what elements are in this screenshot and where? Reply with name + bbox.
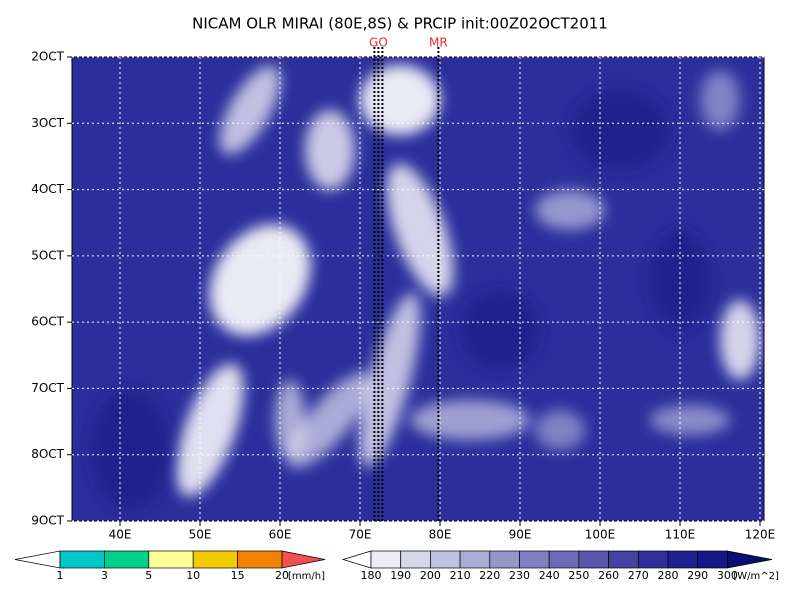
x-tick-label: 50E bbox=[189, 528, 212, 542]
x-tick-label: 40E bbox=[109, 528, 132, 542]
colorbar-end bbox=[14, 550, 61, 569]
colorbar-box bbox=[519, 550, 550, 569]
colorbar-unit: [W/m^2] bbox=[733, 571, 779, 582]
y-tick-label: 6OCT bbox=[31, 315, 64, 329]
colorbar-label: 10 bbox=[186, 569, 200, 582]
colorbar-box bbox=[192, 550, 238, 569]
colorbar-label: 180 bbox=[361, 569, 382, 582]
colorbar-box bbox=[59, 550, 105, 569]
y-tick-label: 4OCT bbox=[31, 182, 64, 196]
colorbar-box bbox=[697, 550, 728, 569]
colorbar-box bbox=[400, 550, 431, 569]
x-tick-label: 120E bbox=[745, 528, 776, 542]
colorbar-label: 280 bbox=[658, 569, 679, 582]
colorbar-box bbox=[430, 550, 461, 569]
colorbar-label: 210 bbox=[450, 569, 471, 582]
x-tick-label: 70E bbox=[349, 528, 372, 542]
colorbar-label: 15 bbox=[231, 569, 245, 582]
y-tick-label: 8OCT bbox=[31, 447, 64, 461]
colorbar-label: 290 bbox=[687, 569, 708, 582]
y-tick-label: 2OCT bbox=[31, 50, 64, 64]
colorbar-label: 20 bbox=[275, 569, 289, 582]
colorbar-label: 250 bbox=[568, 569, 589, 582]
marker-label: MR bbox=[429, 36, 448, 50]
y-tick-label: 5OCT bbox=[31, 248, 64, 262]
y-tick-label: 7OCT bbox=[31, 381, 64, 395]
colorbar-label: 260 bbox=[598, 569, 619, 582]
colorbar-box bbox=[459, 550, 491, 569]
colorbar-label: 5 bbox=[145, 569, 152, 582]
colorbar-box bbox=[370, 550, 402, 569]
x-tick-label: 110E bbox=[665, 528, 696, 542]
colorbar-unit: [mm/h] bbox=[288, 571, 325, 582]
y-tick-label: 9OCT bbox=[31, 514, 64, 528]
y-tick-label: 3OCT bbox=[31, 116, 64, 130]
colorbar-box bbox=[548, 550, 580, 569]
colorbar-box bbox=[608, 550, 639, 569]
colorbar-label: 240 bbox=[539, 569, 560, 582]
colorbar-box bbox=[104, 550, 150, 569]
colorbar-label: 220 bbox=[479, 569, 500, 582]
colorbar-label: 200 bbox=[420, 569, 441, 582]
x-tick-label: 60E bbox=[269, 528, 292, 542]
colorbar-label: 190 bbox=[390, 569, 411, 582]
colorbar-box bbox=[489, 550, 520, 569]
colorbar-box bbox=[667, 550, 699, 569]
field bbox=[72, 57, 764, 521]
x-tick-label: 100E bbox=[585, 528, 616, 542]
colorbar-end bbox=[281, 550, 326, 569]
colorbar-label: 3 bbox=[101, 569, 108, 582]
x-tick-label: 80E bbox=[429, 528, 452, 542]
colorbar-box bbox=[237, 550, 283, 569]
colorbar-box bbox=[637, 550, 669, 569]
colorbar-label: 1 bbox=[57, 569, 64, 582]
x-tick-label: 90E bbox=[509, 528, 532, 542]
marker-label: GO bbox=[369, 36, 388, 50]
colorbar-box bbox=[148, 550, 194, 569]
colorbar-box bbox=[578, 550, 609, 569]
dark-pattern bbox=[90, 90, 710, 510]
colorbar-end bbox=[341, 550, 372, 569]
colorbar-label: 230 bbox=[509, 569, 530, 582]
chart-title: NICAM OLR MIRAI (80E,8S) & PRCIP init:00… bbox=[192, 15, 608, 33]
colorbar-label: 270 bbox=[628, 569, 649, 582]
colorbar-label: 300 bbox=[717, 569, 738, 582]
cloud-pattern bbox=[176, 65, 760, 497]
colorbar-end bbox=[727, 550, 773, 569]
